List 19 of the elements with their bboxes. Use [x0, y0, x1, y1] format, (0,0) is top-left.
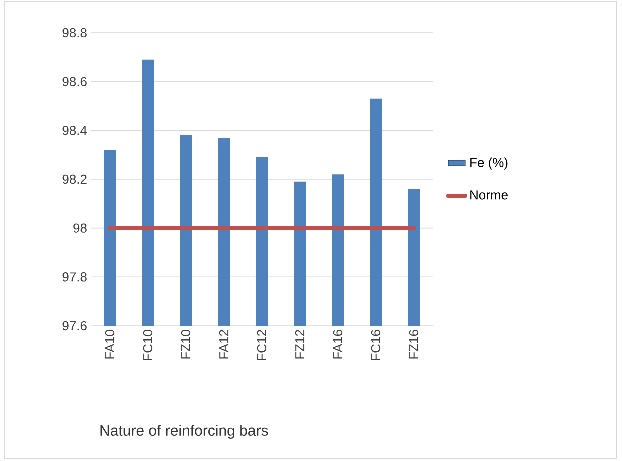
y-tick-label: 97.8 [62, 272, 87, 282]
x-tick-label: FZ10 [181, 330, 191, 359]
x-tick-label: FC10 [143, 330, 153, 360]
y-tick-label: 98 [74, 224, 87, 233]
y-tick-label: 97.6 [62, 321, 87, 331]
x-tick-label: FA12 [219, 330, 229, 359]
y-tick-label: 98.4 [62, 126, 88, 136]
x-tick-label: FC16 [371, 330, 381, 360]
y-tick-label: 98.6 [62, 77, 87, 86]
y-tick-label: 98.2 [62, 174, 87, 184]
legend-label: Fe (%) [470, 158, 508, 170]
x-tick-label: FA16 [333, 330, 343, 359]
x-tick-label: FA10 [105, 330, 115, 359]
legend-label: Norme [470, 190, 508, 200]
x-tick-label: FC12 [257, 330, 267, 360]
x-tick-label: FZ16 [409, 330, 419, 359]
y-tick-label: 98.8 [62, 28, 87, 38]
x-axis-title: Nature of reinforcing bars [100, 424, 268, 439]
x-tick-label: FZ12 [295, 330, 305, 359]
